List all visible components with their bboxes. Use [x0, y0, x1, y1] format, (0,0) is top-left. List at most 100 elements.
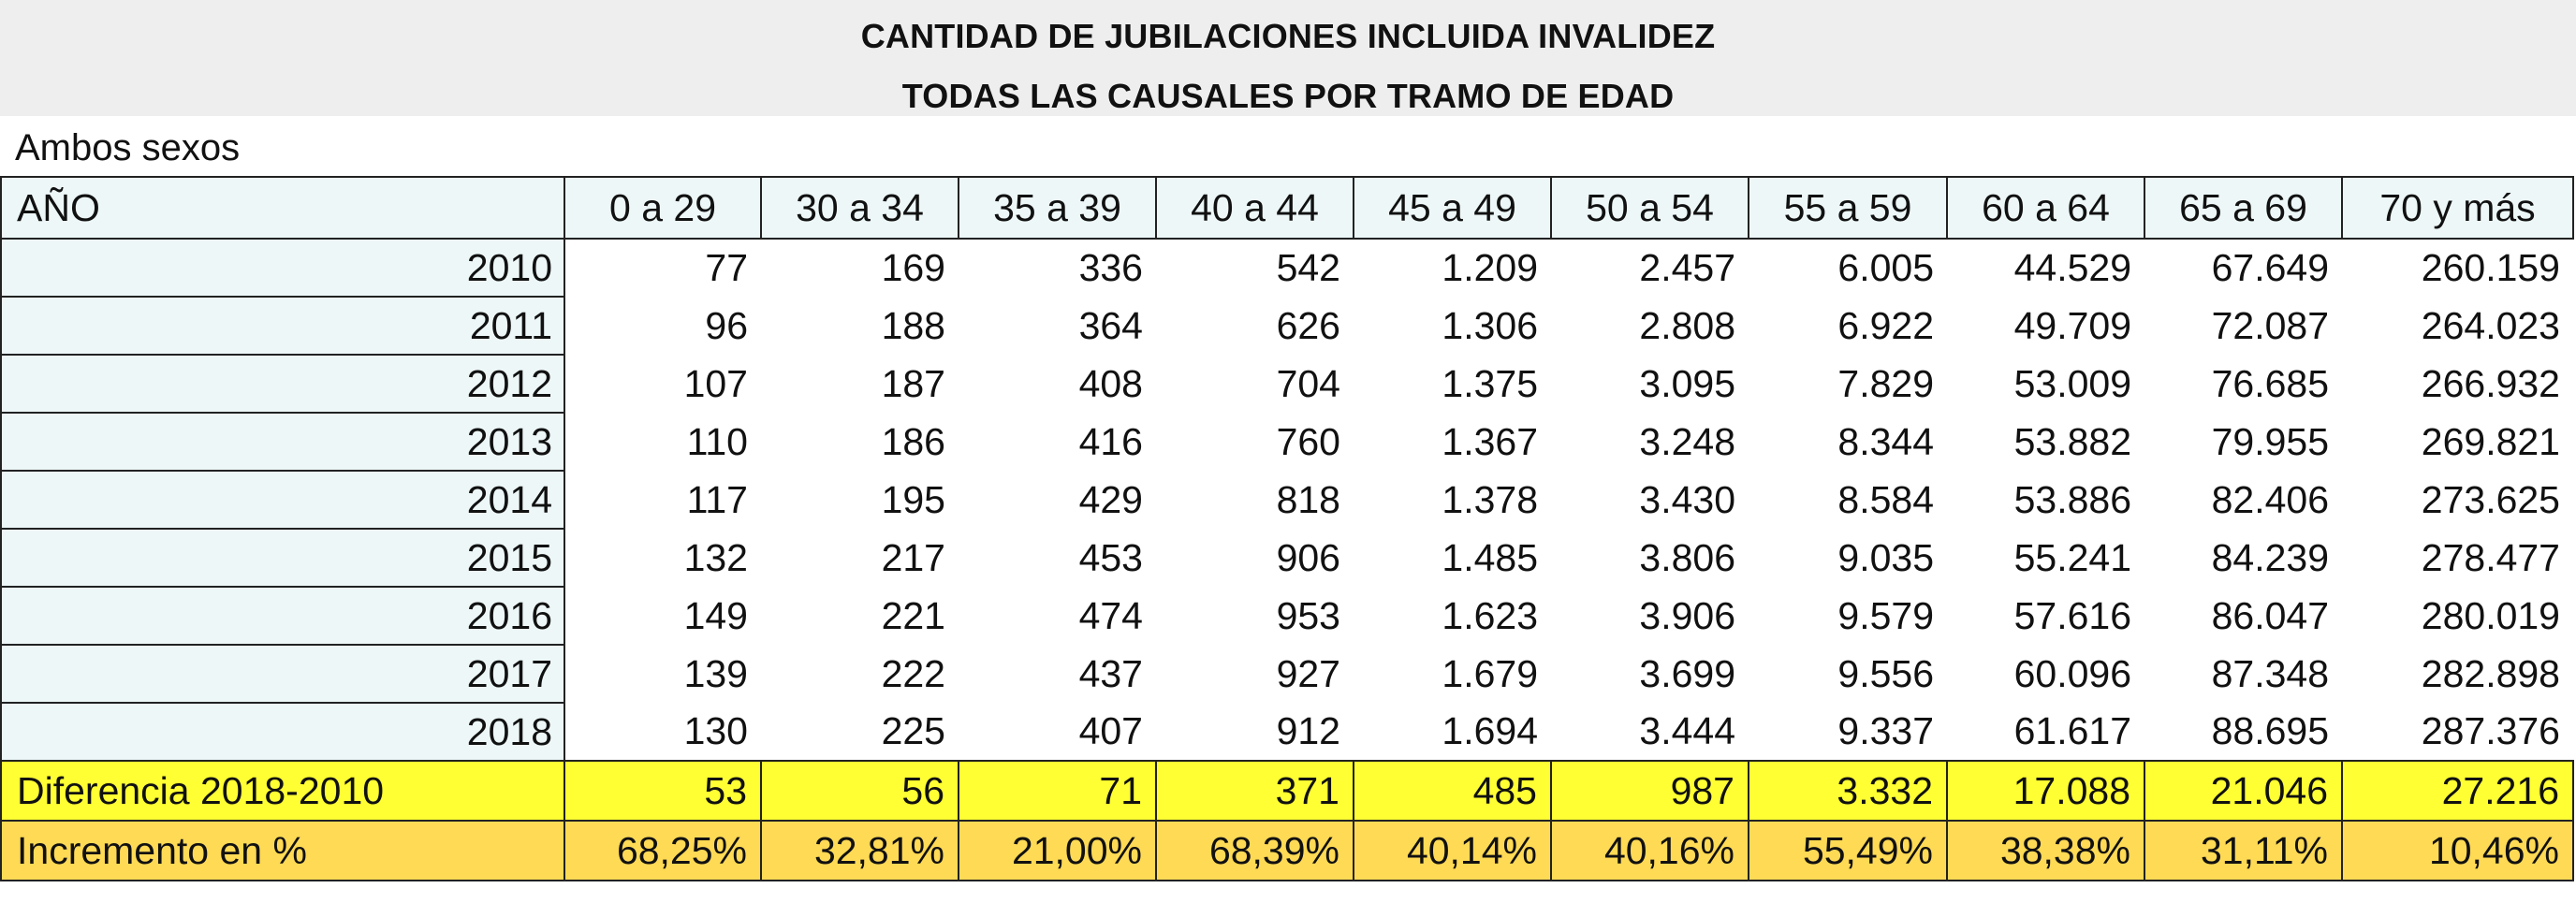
value-cell: 3.444	[1639, 709, 1735, 752]
value-cell: 72.087	[2211, 303, 2329, 347]
value-cell: 40,16%	[1550, 820, 1749, 881]
row-label-cell: AÑO	[0, 176, 565, 240]
value-cell: 221	[881, 593, 945, 637]
value-cell: 927	[1276, 651, 1340, 695]
value-cell: 626	[1276, 303, 1340, 347]
value-cell: 77	[705, 246, 748, 289]
value-cell: 21,00%	[958, 820, 1157, 881]
value-cell: 188	[881, 303, 945, 347]
value-cell: 2.808	[1639, 303, 1735, 347]
value-cell: 50 a 54	[1550, 176, 1749, 240]
value-cell: 40,14%	[1353, 820, 1552, 881]
row-label-cell: 2014	[0, 470, 565, 530]
value-cell: 485	[1353, 760, 1552, 822]
value-cell: 67.649	[2211, 246, 2329, 289]
table-row: 2010 77 169 336 542 1.209 2.457 6.005 44.529 67.6…	[0, 238, 2573, 298]
value-cell: 53.886	[2013, 477, 2131, 521]
row-label-cell: Diferencia 2018-2010	[0, 760, 565, 822]
table-row: 2012 107 187 408 704 1.375 3.095 7.829 53.009 76.…	[0, 354, 2573, 414]
value-cell: 760	[1276, 419, 1340, 463]
value-cell: 55.241	[2013, 535, 2131, 579]
value-cell: 371	[1155, 760, 1354, 822]
value-cell: 17.088	[1946, 760, 2145, 822]
difference-row: Diferencia 2018-2010 53 56 71 371 485 987 3.332…	[0, 760, 2574, 822]
value-cell: 336	[1078, 246, 1143, 289]
value-cell: 68,25%	[564, 820, 762, 881]
value-cell: 44.529	[2013, 246, 2131, 289]
value-cell: 542	[1276, 246, 1340, 289]
value-cell: 76.685	[2211, 361, 2329, 405]
value-cell: 96	[705, 303, 748, 347]
value-cell: 416	[1078, 419, 1143, 463]
value-cell: 53.009	[2013, 361, 2131, 405]
table-row: 2016 149 221 474 953 1.623 3.906 9.579 57.616 86.…	[0, 586, 2573, 646]
value-cell: 287.376	[2421, 709, 2560, 752]
value-cell: 117	[686, 477, 748, 521]
value-cell: 86.047	[2211, 593, 2329, 637]
value-cell: 107	[683, 361, 748, 405]
value-cell: 1.367	[1442, 419, 1538, 463]
value-cell: 273.625	[2421, 477, 2560, 521]
row-label-cell: 2012	[0, 354, 565, 414]
value-cell: 32,81%	[760, 820, 959, 881]
value-cell: 1.623	[1442, 593, 1538, 637]
value-cell: 186	[881, 419, 945, 463]
value-cell: 55 a 59	[1748, 176, 1948, 240]
value-cell: 1.378	[1442, 477, 1538, 521]
value-cell: 474	[1078, 593, 1143, 637]
table-row: 2015 132 217 453 906 1.485 3.806 9.035 55.241 84.…	[0, 528, 2573, 588]
value-cell: 269.821	[2421, 419, 2560, 463]
value-cell: 818	[1276, 477, 1340, 521]
value-cell: 453	[1078, 535, 1143, 579]
table-row: 2017 139 222 437 927 1.679 3.699 9.556 60.096 87.…	[0, 644, 2573, 704]
value-cell: 3.095	[1639, 361, 1735, 405]
value-cell: 9.035	[1837, 535, 1934, 579]
value-cell: 132	[683, 535, 748, 579]
value-cell: 987	[1550, 760, 1749, 822]
value-cell: 55,49%	[1748, 820, 1948, 881]
increment-row: Incremento en % 68,25% 32,81% 21,00% 68,39% 4…	[0, 820, 2574, 881]
row-label-cell: 2017	[0, 644, 565, 704]
value-cell: 84.239	[2211, 535, 2329, 579]
value-cell: 407	[1078, 709, 1143, 752]
value-cell: 87.348	[2211, 651, 2329, 695]
value-cell: 408	[1078, 361, 1143, 405]
table-row: 2013 110 186 416 760 1.367 3.248 8.344 53.882 79.…	[0, 412, 2573, 472]
value-cell: 60 a 64	[1946, 176, 2145, 240]
value-cell: 195	[881, 477, 945, 521]
value-cell: 429	[1078, 477, 1143, 521]
title-band: CANTIDAD DE JUBILACIONES INCLUIDA INVALI…	[0, 0, 2576, 116]
value-cell: 953	[1276, 593, 1340, 637]
row-label-cell: Incremento en %	[0, 820, 565, 881]
value-cell: 1.694	[1442, 709, 1538, 752]
value-cell: 130	[683, 709, 748, 752]
table-row: 2014 117 195 429 818 1.378 3.430 8.584 53.886 82.…	[0, 470, 2573, 530]
value-cell: 9.579	[1837, 593, 1934, 637]
value-cell: 10,46%	[2341, 820, 2574, 881]
row-label-cell: 2011	[0, 296, 565, 356]
value-cell: 704	[1276, 361, 1340, 405]
value-cell: 278.477	[2421, 535, 2560, 579]
value-cell: 217	[881, 535, 945, 579]
value-cell: 8.344	[1837, 419, 1934, 463]
value-cell: 110	[686, 419, 748, 463]
value-cell: 280.019	[2421, 593, 2560, 637]
value-cell: 8.584	[1837, 477, 1934, 521]
value-cell: 38,38%	[1946, 820, 2145, 881]
table-row: 2011 96 188 364 626 1.306 2.808 6.922 49.709 72.0…	[0, 296, 2573, 356]
value-cell: 27.216	[2341, 760, 2574, 822]
value-cell: 3.699	[1639, 651, 1735, 695]
value-cell: 3.906	[1639, 593, 1735, 637]
value-cell: 88.695	[2211, 709, 2329, 752]
value-cell: 169	[881, 246, 945, 289]
value-cell: 31,11%	[2144, 820, 2343, 881]
value-cell: 30 a 34	[760, 176, 959, 240]
value-cell: 6.922	[1837, 303, 1934, 347]
value-cell: 71	[958, 760, 1157, 822]
value-cell: 9.556	[1837, 651, 1934, 695]
title-line-1: CANTIDAD DE JUBILACIONES INCLUIDA INVALI…	[860, 17, 1716, 55]
value-cell: 0 a 29	[564, 176, 762, 240]
table-row: 2018 130 225 407 912 1.694 3.444 9.337 61.617 88.…	[0, 702, 2573, 762]
value-cell: 139	[683, 651, 748, 695]
title-line-2: TODAS LAS CAUSALES POR TRAMO DE EDAD	[901, 77, 1675, 115]
